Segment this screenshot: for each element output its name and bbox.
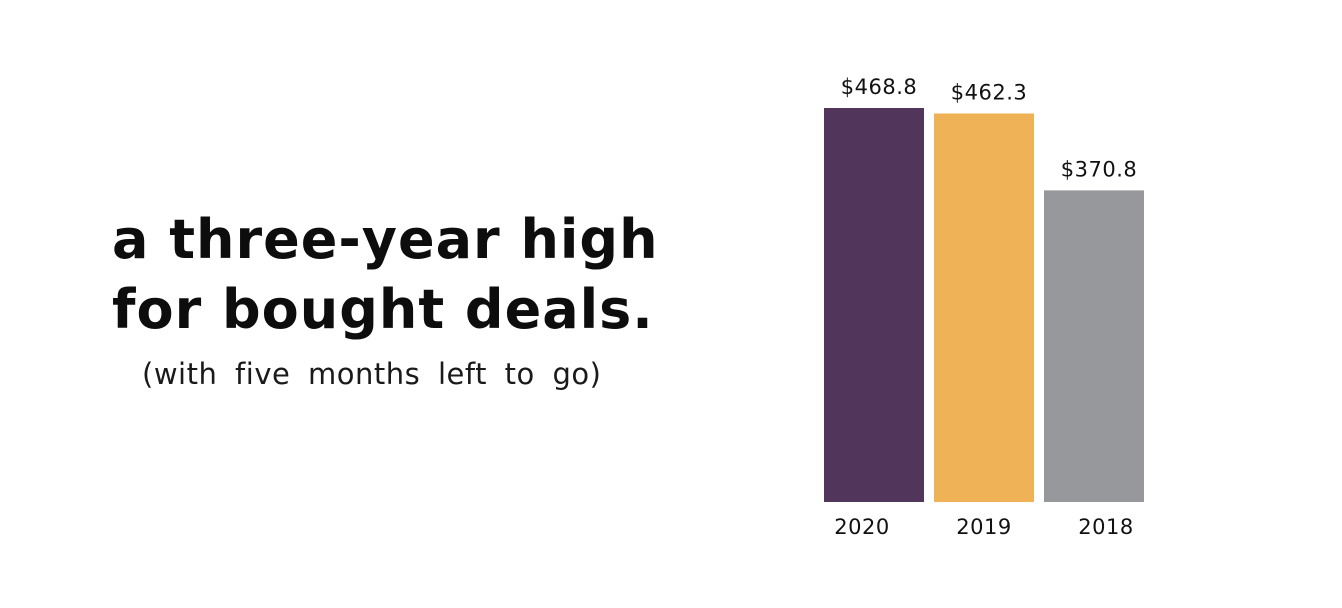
category-label-2018: 2018 <box>1078 515 1133 539</box>
headline: a three-year high for bought deals. <box>112 205 659 345</box>
value-label-2019: $462.3 <box>951 80 1027 104</box>
headline-line-2: for bought deals. <box>112 278 654 341</box>
category-label-2019: 2019 <box>956 515 1011 539</box>
value-label-2018: $370.8 <box>1061 157 1137 181</box>
bar-2018 <box>1044 190 1144 503</box>
value-label-2020: $468.8 <box>841 75 917 99</box>
bar-2019 <box>934 113 1034 502</box>
category-label-2020: 2020 <box>834 515 889 539</box>
headline-line-1: a three-year high <box>112 208 659 271</box>
subheadline: (with five months left to go) <box>142 357 602 391</box>
bar-2020 <box>824 108 924 502</box>
